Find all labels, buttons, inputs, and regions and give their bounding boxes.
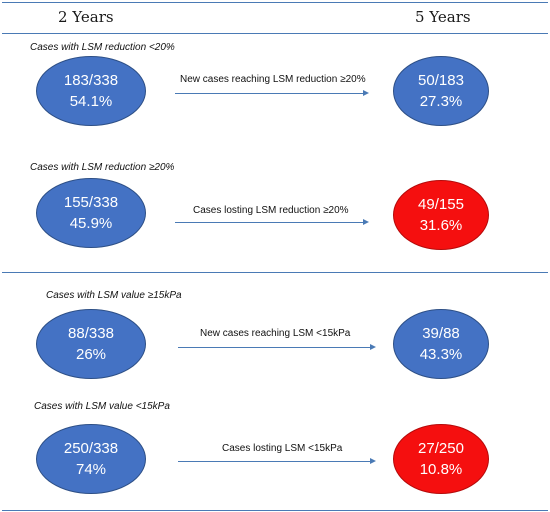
section-divider [2,272,548,273]
node-count: 39/88 [422,325,460,342]
arrow-losing-reduction [175,219,369,225]
node-percent: 43.3% [419,346,463,363]
node-percent: 26% [75,346,107,363]
node-count: 49/155 [418,196,464,213]
node-percent: 54.1% [69,93,113,110]
node-count: 27/250 [418,440,464,457]
node-2y-lsm-reduction-lt20: 183/338 54.1% [36,56,146,126]
arrow-label-new-lt15: New cases reaching LSM <15kPa [200,328,351,339]
node-count: 250/338 [63,440,119,457]
arrow-label-losing-reduction: Cases losting LSM reduction ≥20% [193,205,349,216]
node-percent: 31.6% [419,217,463,234]
group-label-lsm-reduction-ge20: Cases with LSM reduction ≥20% [30,162,175,173]
group-label-lsm-ge15: Cases with LSM value ≥15kPa [46,290,182,301]
header-2-years: 2 Years [58,8,114,26]
arrow-new-lt15 [178,344,376,350]
arrow-label-losing-lt15: Cases losting LSM <15kPa [222,443,343,454]
node-2y-lsm-lt15: 250/338 74% [36,424,146,494]
node-percent: 10.8% [419,461,463,478]
top-divider [2,2,548,3]
node-5y-new-lt15: 39/88 43.3% [393,309,489,379]
bottom-divider [2,510,548,511]
header-divider [2,33,548,34]
node-count: 50/183 [418,72,464,89]
node-count: 183/338 [63,72,119,89]
group-label-lsm-reduction-lt20: Cases with LSM reduction <20% [30,42,175,53]
node-percent: 45.9% [69,215,113,232]
node-5y-losing-lt15: 27/250 10.8% [393,424,489,494]
arrow-new-reduction [175,90,369,96]
node-count: 88/338 [68,325,114,342]
header-5-years: 5 Years [415,8,471,26]
node-5y-new-reduction: 50/183 27.3% [393,56,489,126]
node-percent: 27.3% [419,93,463,110]
node-5y-losing-reduction: 49/155 31.6% [393,180,489,250]
arrow-losing-lt15 [178,458,376,464]
group-label-lsm-lt15: Cases with LSM value <15kPa [34,401,170,412]
arrow-label-new-reduction: New cases reaching LSM reduction ≥20% [180,74,366,85]
node-2y-lsm-reduction-ge20: 155/338 45.9% [36,178,146,248]
node-percent: 74% [75,461,107,478]
node-count: 155/338 [63,194,119,211]
node-2y-lsm-ge15: 88/338 26% [36,309,146,379]
